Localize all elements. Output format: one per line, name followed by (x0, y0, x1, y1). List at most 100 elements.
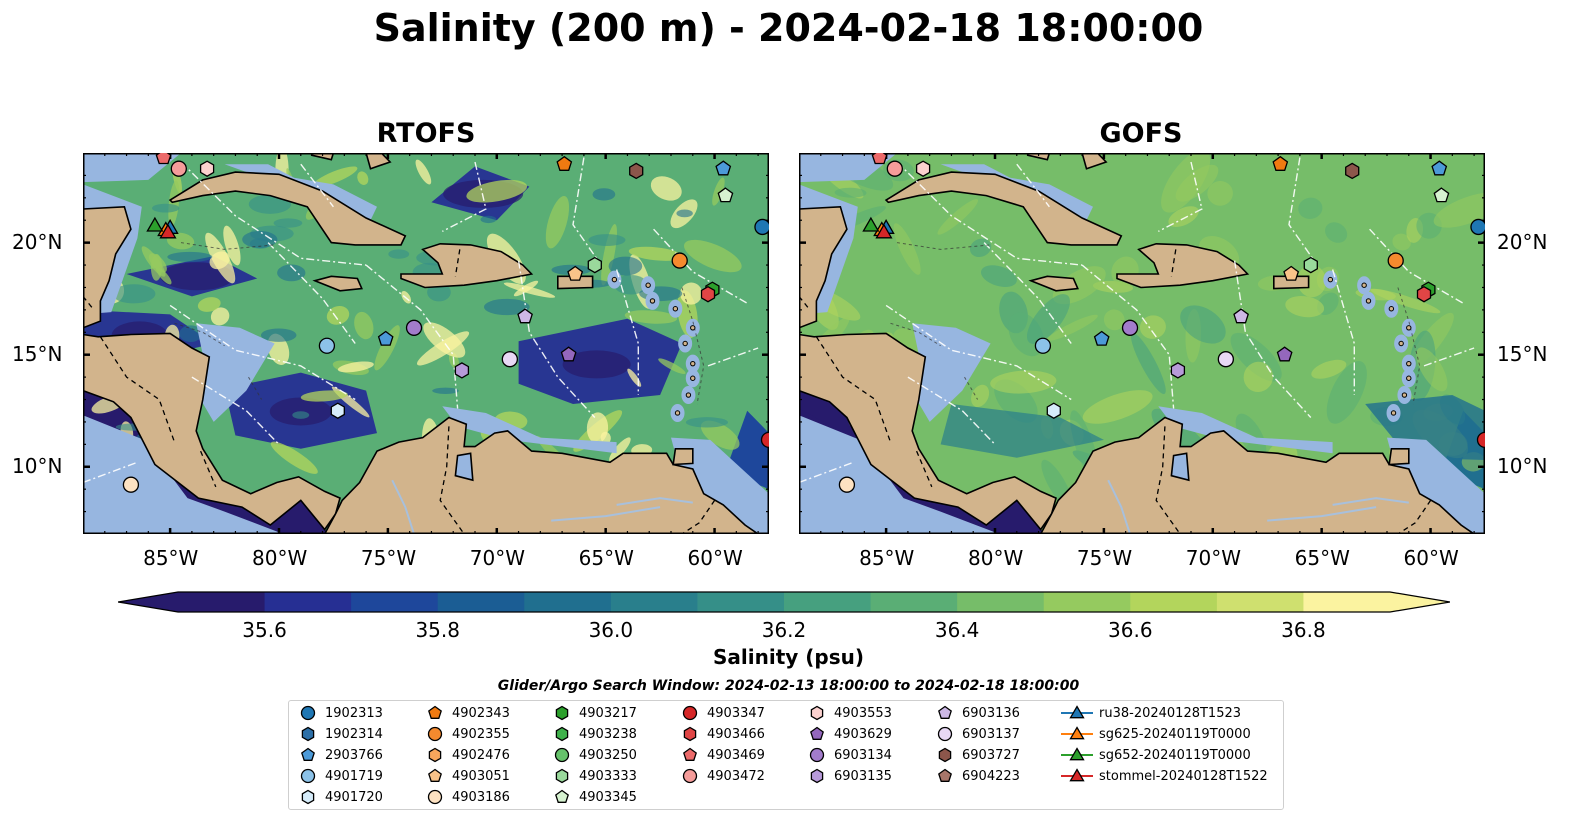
land-jamaica (1028, 275, 1079, 292)
legend-label: 4903469 (707, 747, 765, 763)
legend-label: stommel-20240128T1522 (1099, 768, 1268, 784)
colorbar-tick-label: 35.6 (242, 618, 287, 642)
land-southam (323, 416, 760, 534)
legend-item: 6903135 (806, 766, 892, 786)
marker-6903134 (405, 319, 423, 336)
lat-label-right: 15°N (1497, 341, 1548, 366)
colorbar-tick-label: 36.2 (761, 618, 807, 642)
map-frame (83, 153, 769, 534)
legend-symbol (682, 768, 698, 784)
legend-label: 6903135 (834, 768, 892, 784)
legend-symbol (810, 726, 824, 740)
legend-symbol (1069, 705, 1085, 719)
legend-item: 6903727 (934, 745, 1020, 765)
marker-6903136 (1233, 308, 1249, 324)
lon-label: 65°W (1294, 546, 1350, 570)
land-cuba (168, 171, 407, 246)
eez-line (983, 242, 1072, 344)
marker-4903345 (717, 187, 734, 203)
marker-4903469 (155, 153, 172, 165)
legend-symbol (301, 747, 315, 761)
marker-4901720 (330, 402, 345, 419)
land-hispaniola (1116, 242, 1250, 289)
shelf-area (83, 153, 181, 183)
legend-symbol (427, 789, 443, 805)
colorbar-segment (697, 592, 785, 612)
lon-label: 60°W (687, 546, 743, 570)
marker-6903727 (1345, 162, 1360, 180)
eez-line (169, 304, 356, 401)
legend-marker-pentagon (938, 705, 952, 719)
observation-markers (838, 153, 1485, 493)
legend-label: 4901719 (325, 768, 383, 784)
legend-marker-hexagon (683, 726, 697, 742)
land-puertorico (556, 275, 594, 290)
legend-label: 6903137 (962, 726, 1020, 742)
legend-marker-triangle (1061, 747, 1093, 761)
legend-label: 4901720 (325, 789, 383, 805)
eez-line (1288, 157, 1318, 266)
legend-marker-triangle (1061, 768, 1093, 782)
eez-line (517, 260, 596, 418)
legend-label: 6904223 (962, 768, 1020, 784)
lon-label: 85°W (859, 546, 915, 570)
legend-symbol (300, 768, 316, 784)
legend-label: 4903345 (579, 789, 637, 805)
legend-item: 4903333 (551, 766, 637, 786)
eez-line (1423, 347, 1475, 367)
legend-marker-pentagon (938, 768, 952, 782)
shelf-area (442, 406, 617, 454)
legend-symbol (1069, 747, 1085, 761)
legend-label: 4903217 (579, 705, 637, 721)
shelf-area (912, 323, 991, 422)
legend-item: 4903217 (551, 703, 637, 723)
lat-label-right: 10°N (1497, 453, 1548, 478)
legend-symbol (427, 726, 443, 742)
legend-label: 4903333 (579, 768, 637, 784)
land-jamaica (312, 275, 363, 292)
legend-marker-hexagon (555, 705, 569, 721)
legend-item: 6904223 (934, 766, 1020, 786)
marker-4903051 (1283, 265, 1300, 281)
land-cuba (884, 171, 1123, 246)
marker-sg652-20240119T0000 (862, 216, 880, 232)
legend-item: 1902314 (297, 724, 383, 744)
legend-symbol (428, 705, 442, 719)
eez-line (441, 161, 487, 233)
marker-4903466 (700, 285, 716, 303)
marker-4903472 (886, 160, 903, 177)
legend-symbol (300, 705, 316, 721)
land-yucatan (799, 205, 848, 329)
eez-line (1233, 260, 1312, 418)
legend-label: 1902314 (325, 726, 383, 742)
legend-marker-hexagon (555, 726, 569, 742)
colorbar-segment (1216, 592, 1304, 612)
marker-2903766 (715, 160, 732, 176)
land-hispaniola (400, 242, 534, 289)
legend-item: 6903136 (934, 703, 1020, 723)
marker-6903137 (1217, 351, 1234, 368)
marker-4903333 (587, 256, 602, 274)
legend-symbol (683, 747, 697, 761)
land-yucatan (83, 205, 132, 329)
legend-marker-pentagon (428, 768, 442, 782)
eez-line (896, 161, 1083, 266)
legend-item: stommel-20240128T1522 (1061, 766, 1268, 786)
legend-label: 6903727 (962, 747, 1020, 763)
legend-symbol (810, 705, 824, 721)
colorbar-segment (437, 592, 525, 612)
legend-marker-circle (682, 705, 698, 721)
marker-sg652-20240119T0000 (146, 216, 164, 232)
legend-label: 4903250 (579, 747, 637, 763)
legend-label: 4903472 (707, 768, 765, 784)
legend-label: 4902343 (452, 705, 510, 721)
legend-marker-triangle (1061, 726, 1093, 740)
marker-4902343 (556, 155, 573, 171)
marker-6903135 (454, 362, 470, 379)
eez-line (1157, 161, 1203, 233)
lon-label: 70°W (1185, 546, 1241, 570)
eez-line (1369, 228, 1464, 304)
shelf-area (83, 415, 284, 534)
eez-line (191, 376, 280, 445)
marker-4903629 (1276, 346, 1293, 362)
